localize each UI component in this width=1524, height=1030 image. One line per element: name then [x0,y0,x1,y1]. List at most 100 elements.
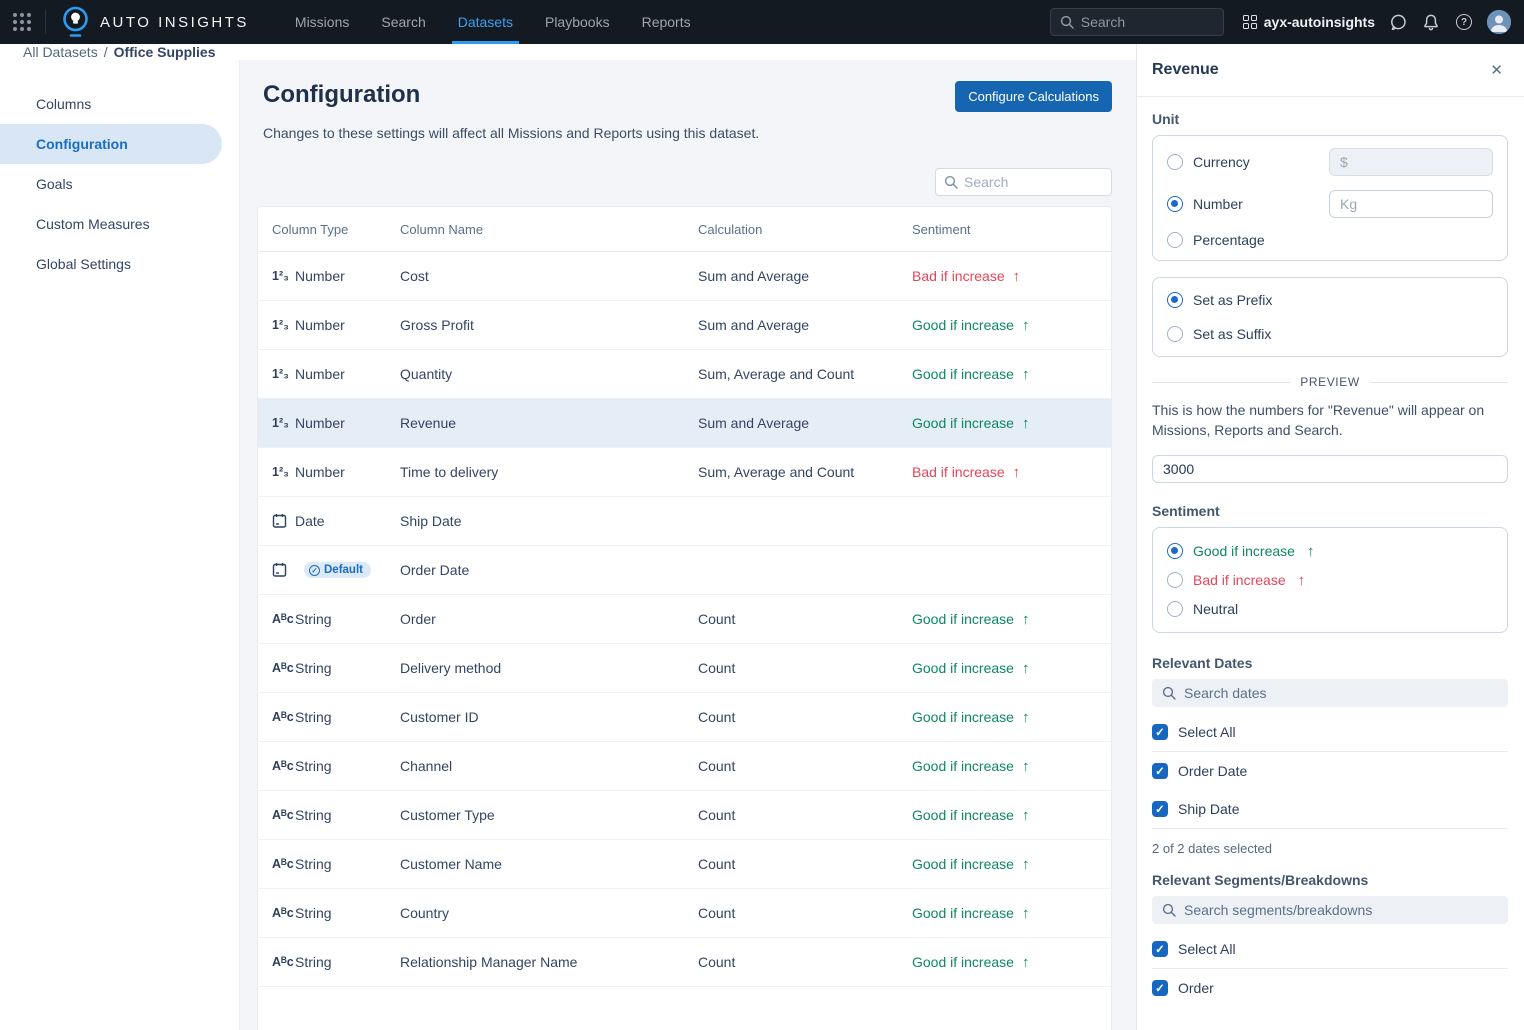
check-circle-icon: ✓ [309,564,320,576]
radio-set-as-suffix[interactable]: Set as Suffix [1167,317,1493,351]
checkbox-select-all-segments[interactable]: ✓ Select All [1152,930,1508,968]
org-switcher[interactable]: ayx-autoinsights [1242,14,1375,30]
radio-neutral[interactable]: Neutral [1167,595,1493,627]
checkbox-order-segment[interactable]: ✓ Order [1152,969,1508,1007]
nav-item-search[interactable]: Search [381,14,426,30]
org-icon [1242,15,1257,29]
global-search-input[interactable] [1080,14,1201,30]
preview-heading: PREVIEW [1152,375,1509,389]
sentiment-options-group: Good if increase ↑ Bad if increase ↑ Neu… [1152,526,1508,633]
dates-search-input[interactable] [1184,684,1498,701]
checkbox-ship-date[interactable]: ✓ Ship Date [1152,790,1508,828]
number-type-icon: 1²₃ [272,318,289,332]
table-search[interactable] [935,168,1112,196]
preview-description: This is how the numbers for "Revenue" wi… [1152,402,1485,439]
checkbox-order-date[interactable]: ✓ Order Date [1152,752,1508,790]
global-search[interactable] [1049,8,1224,36]
table-row[interactable]: Date Ship Date [258,497,1111,546]
breadcrumb-all-datasets[interactable]: All Datasets [23,44,98,60]
sidebar-item-global-settings[interactable]: Global Settings [36,256,131,272]
radio-set-as-prefix[interactable]: Set as Prefix [1167,283,1493,317]
relevant-segments-label: Relevant Segments/Breakdowns [1152,871,1369,888]
calendar-icon [272,562,295,578]
radio-number[interactable]: Number [1167,183,1493,225]
configuration-main: Configuration Configure Calculations Cha… [240,60,1136,1030]
sentiment-value: Good if increase [912,709,1014,725]
sidebar-item-configuration[interactable]: Configuration [0,124,222,164]
table-row[interactable] [258,987,1111,1030]
increase-arrow-icon: ↑ [1021,708,1030,726]
table-row-revenue-selected[interactable]: 1²₃ Number Revenue Sum and Average Good i… [258,399,1111,448]
radio-percentage[interactable]: Percentage [1167,225,1493,255]
nav-item-missions[interactable]: Missions [294,14,350,30]
checkbox-checked-icon: ✓ [1152,979,1168,996]
table-row[interactable]: Aᴮᴄ String Customer ID Count Good if incr… [258,693,1111,742]
table-row[interactable]: Aᴮᴄ String Delivery method Count Good if … [258,644,1111,693]
sentiment-value: Good if increase [912,905,1014,921]
nav-item-reports[interactable]: Reports [641,14,691,30]
configure-calculations-button[interactable]: Configure Calculations [955,81,1112,112]
checkbox-checked-icon: ✓ [1152,940,1168,957]
header-calculation: Calculation [698,221,763,237]
help-icon[interactable]: ? [1454,12,1474,32]
number-type-icon: 1²₃ [272,269,289,283]
radio-icon [1167,326,1183,342]
increase-arrow-icon: ↑ [1021,855,1030,873]
unit-label: Unit [1152,111,1180,127]
sidebar-item-goals[interactable]: Goals [36,176,73,192]
auto-insights-logo[interactable]: AUTO INSIGHTS [62,4,249,40]
sentiment-value: Good if increase [912,954,1014,970]
table-row[interactable]: ✓ Default Order Date [258,546,1111,595]
preview-value-input[interactable] [1152,454,1508,483]
table-row[interactable]: 1²₃ Number Gross Profit Sum and Average G… [258,301,1111,350]
sidebar-item-custom-measures[interactable]: Custom Measures [36,216,150,232]
table-row[interactable]: Aᴮᴄ String Customer Type Count Good if in… [258,791,1111,840]
sentiment-value: Good if increase [912,660,1014,676]
app-launcher-icon[interactable] [13,13,31,31]
string-type-icon: Aᴮᴄ [272,759,294,773]
nav-item-playbooks[interactable]: Playbooks [544,14,610,30]
search-icon [1060,15,1074,29]
segments-search[interactable] [1152,895,1508,924]
chat-icon[interactable] [1388,12,1408,32]
primary-nav: Missions Search Datasets Playbooks Repor… [279,0,707,44]
dates-search[interactable] [1152,678,1508,707]
breadcrumb-current: Office Supplies [113,44,216,60]
header-column-type: Column Type [272,221,349,237]
checkbox-checked-icon: ✓ [1152,723,1168,740]
breadcrumb: All Datasets / Office Supplies [0,44,1136,60]
avatar[interactable] [1487,10,1511,34]
increase-arrow-icon: ↑ [1297,571,1306,589]
table-row[interactable]: Aᴮᴄ String Country Count Good if increase… [258,889,1111,938]
string-type-icon: Aᴮᴄ [272,710,294,724]
divider [1152,827,1508,829]
radio-currency[interactable]: Currency [1167,141,1493,183]
table-row[interactable]: Aᴮᴄ String Relationship Manager Name Coun… [258,938,1111,987]
nav-item-datasets[interactable]: Datasets [442,0,529,44]
increase-arrow-icon: ↑ [1021,365,1030,383]
close-icon[interactable]: ✕ [1490,62,1503,79]
increase-arrow-icon: ↑ [1021,904,1030,922]
notifications-bell-icon[interactable] [1421,12,1441,32]
sentiment-value: Good if increase [912,807,1014,823]
table-row[interactable]: Aᴮᴄ String Order Count Good if increase ↑ [258,595,1111,644]
sidebar-item-columns[interactable]: Columns [36,96,92,112]
table-row[interactable]: 1²₃ Number Time to delivery Sum, Average … [258,448,1111,497]
sentiment-label: Sentiment [1152,502,1220,519]
header-sentiment: Sentiment [912,221,971,237]
segments-search-input[interactable] [1184,901,1498,918]
table-row[interactable]: Aᴮᴄ String Channel Count Good if increase… [258,742,1111,791]
table-search-input[interactable] [964,174,1094,190]
checkbox-select-all-dates[interactable]: ✓ Select All [1152,713,1508,751]
radio-checked-icon [1167,292,1183,308]
radio-bad-if-increase[interactable]: Bad if increase ↑ [1167,566,1493,595]
increase-arrow-icon: ↑ [1021,316,1030,334]
table-row[interactable]: Aᴮᴄ String Customer Name Count Good if in… [258,840,1111,889]
table-row[interactable]: 1²₃ Number Quantity Sum, Average and Coun… [258,350,1111,399]
string-type-icon: Aᴮᴄ [272,906,294,920]
table-row[interactable]: 1²₃ Number Cost Sum and Average Bad if in… [258,252,1111,301]
sentiment-value: Bad if increase [912,464,1005,480]
increase-arrow-icon: ↑ [1306,542,1315,560]
number-unit-input[interactable] [1329,190,1493,218]
radio-good-if-increase[interactable]: Good if increase ↑ [1167,533,1493,566]
